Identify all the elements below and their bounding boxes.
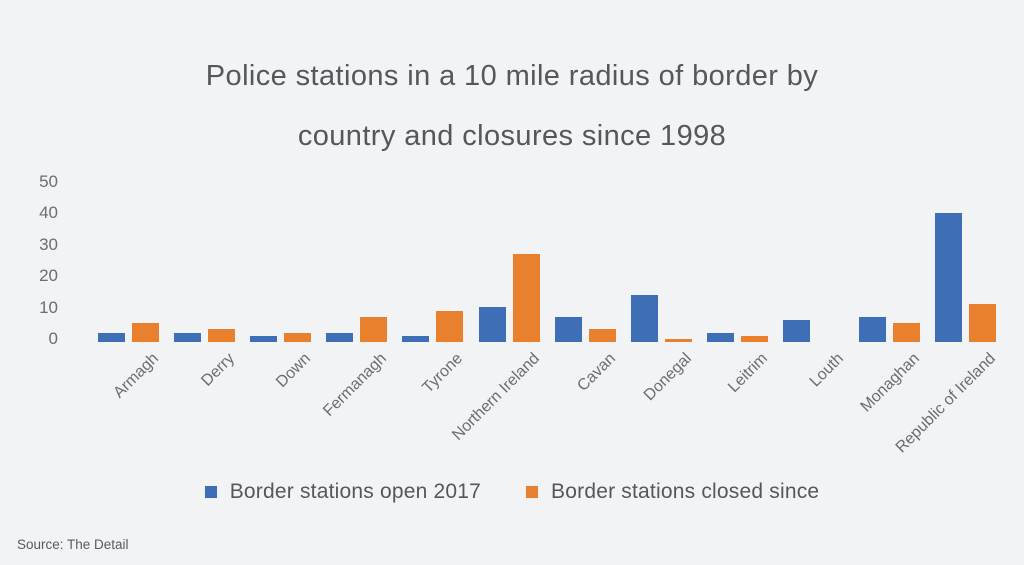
x-axis-category-label: Donegal [640, 350, 695, 405]
chart-title-line2: country and closures since 1998 [297, 120, 727, 152]
x-axis-category-label: Fermanagh [320, 350, 391, 420]
bar-closed [132, 323, 159, 342]
x-axis-category-label: Tyrone [419, 350, 467, 397]
bar-open [859, 316, 886, 342]
legend: Border stations open 2017 Border stations… [0, 480, 1024, 504]
bar-closed [512, 254, 540, 342]
legend-label: Border stations open 2017 [229, 480, 482, 503]
bar-closed [588, 329, 616, 342]
chart-title-line1: Police stations in a 10 mile radius of b… [205, 60, 819, 92]
source-note: Source: The Detail [17, 537, 129, 552]
bar-closed [436, 310, 464, 342]
legend-item-open: Border stations open 2017 [204, 480, 482, 504]
y-axis-tick-label: 10 [39, 297, 58, 317]
bar-open [630, 294, 658, 342]
bar-open [98, 332, 125, 342]
x-axis-category-label: Louth [806, 350, 847, 391]
bar-open [250, 335, 278, 342]
y-axis-tick-label: 30 [39, 234, 58, 254]
bar-closed [208, 329, 236, 342]
x-axis-category-label: Derry [198, 350, 239, 390]
x-axis-category-label: Cavan [573, 350, 619, 395]
bar-closed [893, 323, 920, 342]
x-axis-category-label: Northern Ireland [448, 350, 543, 444]
bar-closed [740, 335, 768, 342]
bar-open [706, 332, 734, 342]
x-axis-category-label: Monaghan [857, 350, 924, 416]
bar-open [402, 335, 430, 342]
bar-open [554, 316, 582, 342]
legend-swatch-icon [526, 486, 539, 498]
y-axis-tick-label: 50 [39, 172, 58, 191]
x-axis-category-label: Armagh [110, 350, 163, 402]
x-axis-labels: Armagh Derry Down Fermanagh Tyrone Northern I… [95, 350, 1010, 460]
bar-closed [969, 304, 997, 342]
bar-open [935, 213, 963, 342]
bar-open [326, 332, 354, 342]
bar-closed [284, 332, 312, 342]
y-axis-tick-label: 0 [48, 329, 58, 348]
x-axis-category-label: Republic of Ireland [892, 350, 1000, 457]
legend-item-closed: Border stations closed since [526, 480, 819, 504]
bar-open [478, 307, 506, 342]
bar-open [174, 332, 202, 342]
bar-open [782, 320, 810, 342]
legend-swatch-icon [204, 486, 217, 498]
bar-closed [360, 316, 388, 342]
bar-closed [664, 338, 692, 342]
chart-title: Police stations in a 10 mile radius of b… [0, 46, 1024, 166]
plot-area [95, 185, 1010, 342]
y-axis-tick-label: 20 [39, 266, 58, 286]
x-axis-category-label: Leitrim [724, 350, 771, 396]
y-axis-tick-label: 40 [39, 203, 58, 223]
legend-label: Border stations closed since [551, 480, 820, 503]
x-axis-category-label: Down [273, 350, 315, 391]
